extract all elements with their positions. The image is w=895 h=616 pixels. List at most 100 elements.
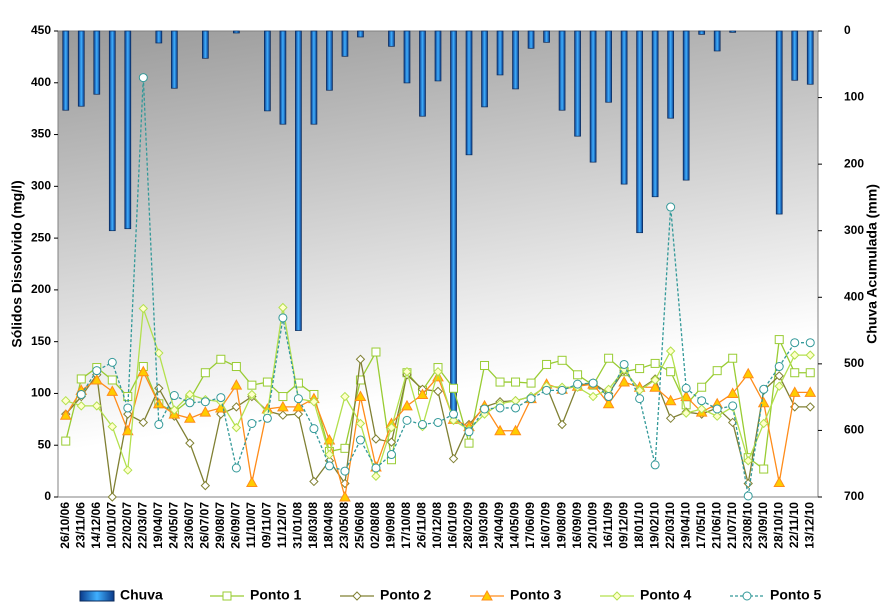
point-marker [371,434,381,444]
legend-label: Chuva [120,587,163,603]
point-marker [386,450,396,460]
point-marker [511,377,521,387]
x-tick-label: 19/04/10 [678,502,692,549]
point-marker [696,404,707,414]
point-marker [790,338,800,348]
x-tick-label: 23/08/10 [740,502,754,549]
rain-bar [496,30,504,76]
point-marker [743,456,753,466]
point-marker [433,386,443,397]
legend-label: Ponto 4 [640,587,692,603]
y-tick-label: 350 [31,127,51,141]
point-marker [107,492,117,502]
point-marker [542,359,552,369]
x-tick-label: 17/06/09 [523,502,537,549]
plot-area [57,30,819,498]
point-marker [340,443,350,453]
legend-label: Ponto 5 [770,587,822,603]
y-tick-label: 450 [31,23,51,37]
rain-bar [124,30,132,230]
x-tick-label: 09/12/09 [616,502,630,549]
y-axis-title: Sólidos Dissolvido (mg/l) [9,180,25,347]
y2-tick-label: 400 [844,289,864,303]
point-marker [542,385,552,395]
rain-bar [791,30,799,81]
y2-tick-label: 300 [844,223,864,237]
point-marker [449,409,459,419]
point-marker [76,389,86,399]
point-marker [557,419,567,430]
point-marker [681,408,691,418]
point-marker [292,400,305,412]
x-tick-label: 26/10/06 [58,502,72,549]
point-marker [464,438,474,448]
point-marker [185,438,195,448]
point-marker [448,453,459,464]
point-marker [604,392,614,402]
x-tick-label: 18/01/10 [632,502,646,549]
legend-label: Ponto 2 [380,587,432,603]
rain-bar [77,30,85,107]
x-tick-label: 23/09/10 [756,502,770,549]
y2-tick-label: 500 [844,356,864,370]
x-tick-label: 24/05/07 [166,502,180,549]
point-marker [650,460,660,470]
point-marker [788,386,801,397]
x-tick-label: 22/03/07 [135,502,149,549]
point-marker [169,405,180,415]
rain-bar [713,30,721,52]
rain-bar [558,30,566,111]
y2-tick-label: 200 [844,156,864,170]
x-tick-label: 28/10/10 [771,502,785,549]
point-marker [511,403,521,413]
point-marker [371,347,381,357]
x-tick-label: 16/01/09 [446,502,460,549]
x-tick-label: 13/12/10 [802,502,816,549]
rain-bar [419,30,426,117]
y-tick-label: 250 [31,230,51,244]
point-marker [230,379,243,390]
point-marker [138,417,149,428]
point-marker [604,353,614,363]
x-tick-label: 21/07/10 [725,502,739,549]
point-marker [728,401,738,411]
point-marker [728,353,738,363]
point-marker [293,409,304,419]
point-marker [726,387,739,398]
point-marker [759,418,769,429]
rain-bar [62,30,70,111]
point-marker [61,395,71,406]
point-marker [107,375,117,385]
point-marker [495,403,505,413]
point-marker [526,378,536,388]
rain-bar [108,30,116,232]
point-marker [154,420,164,430]
x-tick-label: 14/05/09 [508,502,522,549]
point-marker [433,366,443,377]
x-tick-label: 17/10/08 [399,502,413,549]
legend-marker [222,591,232,601]
rain-bar [155,30,163,44]
point-marker [790,350,800,360]
point-marker [774,362,784,372]
x-tick-label: 29/08/07 [213,502,227,549]
point-marker [278,392,288,402]
point-marker [106,385,119,396]
point-marker [416,388,429,399]
point-marker [386,422,397,433]
x-tick-label: 23/06/07 [182,502,196,549]
point-marker [464,427,474,437]
x-tick-label: 14/12/06 [89,502,103,549]
point-marker [309,397,319,407]
rain-bar [465,30,473,156]
rain-bar [295,30,302,331]
point-marker [650,358,660,368]
point-marker [339,490,351,502]
point-marker [759,384,769,394]
point-marker [557,355,567,365]
point-marker [121,424,134,436]
point-marker [59,409,72,420]
rain-bar [775,30,783,215]
point-marker [216,393,226,403]
x-tick-label: 26/07/07 [198,502,212,549]
